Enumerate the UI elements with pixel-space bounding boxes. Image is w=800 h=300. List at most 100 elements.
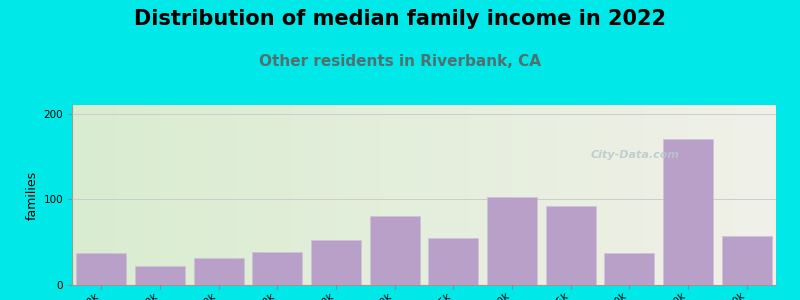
Bar: [726, 105, 729, 285]
Bar: [764, 105, 766, 285]
Bar: [722, 105, 724, 285]
Bar: [647, 105, 650, 285]
Bar: [429, 105, 431, 285]
Bar: [126, 105, 128, 285]
Bar: [130, 105, 133, 285]
Bar: [124, 105, 126, 285]
Bar: [128, 105, 130, 285]
Bar: [482, 105, 485, 285]
Bar: [650, 105, 652, 285]
Bar: [300, 105, 302, 285]
Bar: [542, 105, 544, 285]
Bar: [729, 105, 731, 285]
Bar: [140, 105, 142, 285]
Bar: [652, 105, 654, 285]
Bar: [492, 105, 494, 285]
Bar: [346, 105, 349, 285]
Bar: [469, 105, 471, 285]
Bar: [748, 105, 750, 285]
Bar: [532, 105, 534, 285]
Bar: [358, 105, 361, 285]
Bar: [161, 105, 163, 285]
Bar: [471, 105, 474, 285]
Bar: [230, 105, 231, 285]
Bar: [452, 105, 454, 285]
Bar: [441, 105, 442, 285]
Bar: [166, 105, 168, 285]
Bar: [605, 253, 654, 285]
Bar: [102, 105, 105, 285]
Bar: [84, 105, 86, 285]
Bar: [626, 105, 628, 285]
Bar: [429, 238, 478, 285]
Bar: [391, 105, 394, 285]
Bar: [302, 105, 304, 285]
Bar: [210, 105, 213, 285]
Bar: [487, 105, 490, 285]
Bar: [691, 105, 694, 285]
Bar: [117, 105, 119, 285]
Bar: [215, 105, 218, 285]
Bar: [678, 105, 680, 285]
Bar: [530, 105, 532, 285]
Bar: [623, 105, 626, 285]
Bar: [133, 105, 135, 285]
Bar: [666, 105, 668, 285]
Bar: [403, 105, 406, 285]
Bar: [389, 105, 391, 285]
Bar: [583, 105, 586, 285]
Bar: [694, 105, 696, 285]
Bar: [685, 105, 687, 285]
Bar: [480, 105, 482, 285]
Bar: [579, 105, 582, 285]
Bar: [304, 105, 306, 285]
Bar: [266, 105, 269, 285]
Bar: [476, 105, 478, 285]
Bar: [706, 105, 708, 285]
Bar: [379, 105, 382, 285]
Bar: [201, 105, 203, 285]
Bar: [445, 105, 447, 285]
Bar: [474, 105, 476, 285]
Bar: [431, 105, 434, 285]
Bar: [138, 105, 140, 285]
Bar: [736, 105, 738, 285]
Bar: [630, 105, 633, 285]
Bar: [366, 105, 368, 285]
Bar: [342, 105, 344, 285]
Bar: [515, 105, 518, 285]
Bar: [122, 105, 124, 285]
Bar: [621, 105, 623, 285]
Bar: [640, 105, 642, 285]
Bar: [410, 105, 412, 285]
Bar: [394, 105, 396, 285]
Bar: [485, 105, 487, 285]
Bar: [715, 105, 718, 285]
Bar: [152, 105, 154, 285]
Bar: [182, 105, 185, 285]
Bar: [306, 105, 309, 285]
Text: City-Data.com: City-Data.com: [590, 150, 680, 161]
Bar: [196, 105, 198, 285]
Bar: [509, 105, 511, 285]
Bar: [586, 105, 588, 285]
Bar: [447, 105, 450, 285]
Bar: [337, 105, 339, 285]
Bar: [293, 105, 295, 285]
Bar: [466, 105, 469, 285]
Bar: [759, 105, 762, 285]
Bar: [382, 105, 384, 285]
Bar: [687, 105, 689, 285]
Bar: [298, 105, 300, 285]
Bar: [114, 105, 117, 285]
Bar: [82, 105, 84, 285]
Bar: [248, 105, 250, 285]
Bar: [318, 105, 321, 285]
Bar: [107, 105, 110, 285]
Bar: [370, 105, 372, 285]
Bar: [539, 105, 542, 285]
Bar: [98, 105, 100, 285]
Bar: [673, 105, 675, 285]
Bar: [100, 105, 102, 285]
Bar: [295, 105, 298, 285]
